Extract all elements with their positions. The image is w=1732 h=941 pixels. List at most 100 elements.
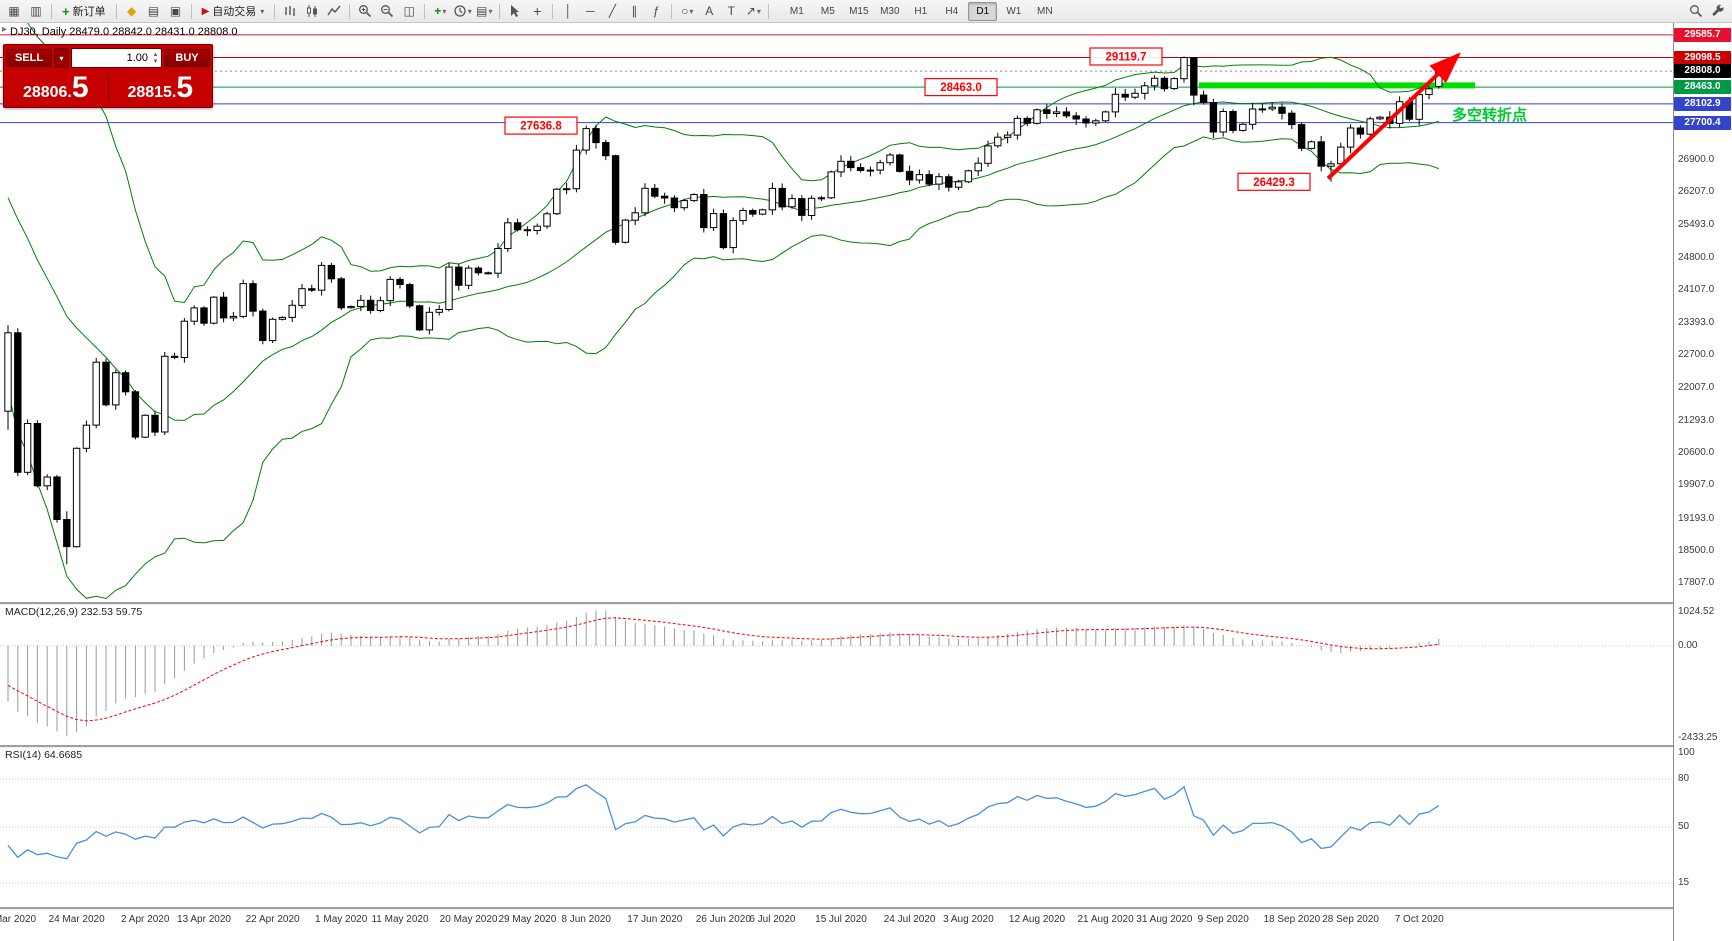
svg-text:29119.7: 29119.7	[1106, 52, 1147, 64]
price-tag-28808.0: 28808.0	[1674, 64, 1731, 79]
chinese-note-text[interactable]: 多空转折点	[1452, 106, 1527, 124]
price-scale-label: 24107.0	[1678, 283, 1715, 295]
panel-splitter[interactable]	[0, 602, 1732, 605]
date-axis-label: 31 Aug 2020	[1136, 914, 1193, 925]
navigator-icon[interactable]: ▣	[169, 4, 182, 18]
price-scale-label: -2433.25	[1678, 732, 1718, 743]
autotrade-button[interactable]: ▶ 自动交易 ▾	[196, 2, 271, 20]
timeframe-button-d1[interactable]: D1	[968, 1, 998, 21]
trendline-icon[interactable]: ╱	[608, 4, 616, 18]
fibonacci-icon[interactable]: ƒ	[652, 4, 660, 18]
zoom-in-icon[interactable]	[354, 1, 376, 21]
lot-size-input[interactable]	[72, 51, 150, 65]
rsi-panel[interactable]: RSI(14) 64.6685	[0, 747, 1674, 907]
main-chart[interactable]: 29119.7 28463.0 27636.8 26429.3 多空转折点	[0, 22, 1674, 602]
new-chart-icon[interactable]: ▦	[8, 4, 20, 18]
templates-icon[interactable]: ▤ ▾	[476, 4, 493, 18]
candlestick-chart-icon[interactable]	[301, 1, 323, 21]
price-tag-29098.5: 29098.5	[1674, 50, 1731, 65]
date-axis-label: 17 Jun 2020	[627, 914, 683, 925]
toolbar-separator	[51, 3, 52, 19]
settings-wrench-icon[interactable]	[1707, 1, 1729, 21]
date-axis-label: 1 May 2020	[315, 914, 368, 925]
lot-decrease-button[interactable]: ▾	[153, 58, 158, 65]
toolbar-separator	[115, 3, 117, 19]
cursor-icon[interactable]	[504, 1, 526, 21]
one-click-trading-panel: SELL ▾ ▴▾ BUY 28806.5 28815.5	[3, 44, 213, 108]
toolbar-separator	[552, 3, 554, 19]
support-zone-bar[interactable]	[1199, 82, 1475, 89]
date-axis-label: 28 Sep 2020	[1322, 914, 1379, 925]
date-axis-label: 7 Oct 2020	[1394, 914, 1444, 925]
panel-splitter[interactable]	[0, 907, 1732, 910]
timeframe-button-m5[interactable]: M5	[820, 5, 835, 17]
price-divider	[107, 73, 109, 103]
date-axis-label: 24 Mar 2020	[48, 914, 105, 925]
rsi-surface[interactable]	[0, 747, 1674, 907]
crosshair-icon[interactable]: +	[533, 3, 542, 19]
macd-surface[interactable]	[0, 604, 1674, 745]
shapes-icon[interactable]: ○ ▾	[681, 4, 694, 18]
toolbar-separator	[671, 3, 673, 19]
timeframe-button-m1[interactable]: M1	[789, 5, 804, 17]
macd-label: MACD(12,26,9) 232.53 59.75	[5, 606, 143, 618]
price-scale-label: 25493.0	[1678, 219, 1715, 231]
buy-price[interactable]: 28815.5	[127, 71, 194, 104]
price-scale-label: 22700.0	[1678, 349, 1715, 361]
timeframe-button-w1[interactable]: W1	[1006, 5, 1022, 17]
panel-splitter[interactable]	[0, 745, 1732, 748]
macd-signal-line	[7, 617, 1439, 722]
date-axis-label: 13 Mar 2020	[0, 914, 37, 925]
bollinger-band-upper	[26, 22, 1440, 304]
one-click-collapse-arrow[interactable]: ▸	[2, 24, 8, 35]
trend-arrow[interactable]	[1326, 52, 1461, 180]
date-axis[interactable]: 13 Mar 2020 24 Mar 2020 2 Apr 2020 13 Apr 2…	[0, 909, 1674, 941]
text-label-icon[interactable]: T	[727, 4, 735, 18]
chevron-down-icon: ▾	[756, 6, 761, 16]
sell-button[interactable]: SELL	[6, 49, 52, 67]
timeframe-button-h1[interactable]: H1	[914, 5, 928, 17]
price-scale-label: 0.00	[1678, 639, 1698, 651]
vertical-line-icon[interactable]: │	[564, 4, 573, 18]
channel-icon[interactable]: ∥	[631, 4, 638, 18]
price-callout[interactable]: 26429.3	[1237, 172, 1311, 191]
lot-increase-button[interactable]: ▴	[153, 51, 158, 58]
arrows-icon[interactable]: ↗ ▾	[745, 4, 761, 18]
profiles-icon[interactable]: ▥	[30, 4, 42, 18]
date-axis-label: 3 Aug 2020	[943, 914, 994, 925]
line-chart-icon[interactable]	[323, 1, 345, 21]
symbols-icon[interactable]: ◆	[126, 4, 137, 18]
price-tag-29585.7: 29585.7	[1674, 27, 1731, 42]
toolbar-separator	[349, 3, 351, 19]
text-icon[interactable]: A	[705, 4, 714, 18]
horizontal-line-icon[interactable]: ─	[586, 4, 595, 18]
date-axis-label: 15 Jul 2020	[815, 914, 867, 925]
tile-windows-icon[interactable]: ◫	[403, 4, 415, 18]
chevron-down-icon: ▾	[467, 6, 472, 16]
price-callout[interactable]: 27636.8	[504, 116, 578, 135]
sell-options-dropdown[interactable]: ▾	[54, 48, 69, 68]
candles-layer	[4, 56, 1443, 565]
price-callout[interactable]: 28463.0	[924, 77, 998, 97]
timeframe-button-m15[interactable]: M15	[849, 5, 869, 17]
price-scale-label: 100	[1678, 747, 1695, 758]
new-order-button[interactable]: + 新订单	[56, 2, 112, 20]
timeframe-button-mn[interactable]: MN	[1037, 5, 1053, 17]
zoom-out-icon[interactable]	[376, 1, 398, 21]
chart-ohlc-header: DJ30, Daily 28479.0 28842.0 28431.0 2880…	[10, 26, 238, 38]
sell-price[interactable]: 28806.5	[22, 71, 89, 104]
timeframe-button-h4[interactable]: H4	[945, 5, 959, 17]
price-scale[interactable]: 26900.0 26207.0 25493.0 24800.0 24107.0 23393…	[1673, 22, 1732, 941]
price-scale-label: 19193.0	[1678, 512, 1715, 524]
price-scale-label: 22007.0	[1678, 381, 1715, 393]
data-window-icon[interactable]: ▤	[147, 4, 160, 18]
search-icon[interactable]	[1685, 1, 1707, 21]
macd-panel[interactable]: MACD(12,26,9) 232.53 59.75	[0, 604, 1674, 745]
bar-chart-icon[interactable]	[279, 1, 301, 21]
timeframe-button-m30[interactable]: M30	[880, 5, 900, 17]
periods-clock-icon[interactable]: ▾	[451, 1, 473, 21]
price-callout[interactable]: 29119.7	[1089, 47, 1163, 66]
indicators-icon[interactable]: + ▾	[434, 4, 447, 18]
main-chart-surface[interactable]: 29119.7 28463.0 27636.8 26429.3 多空转折点	[0, 22, 1674, 602]
buy-button[interactable]: BUY	[164, 49, 210, 67]
